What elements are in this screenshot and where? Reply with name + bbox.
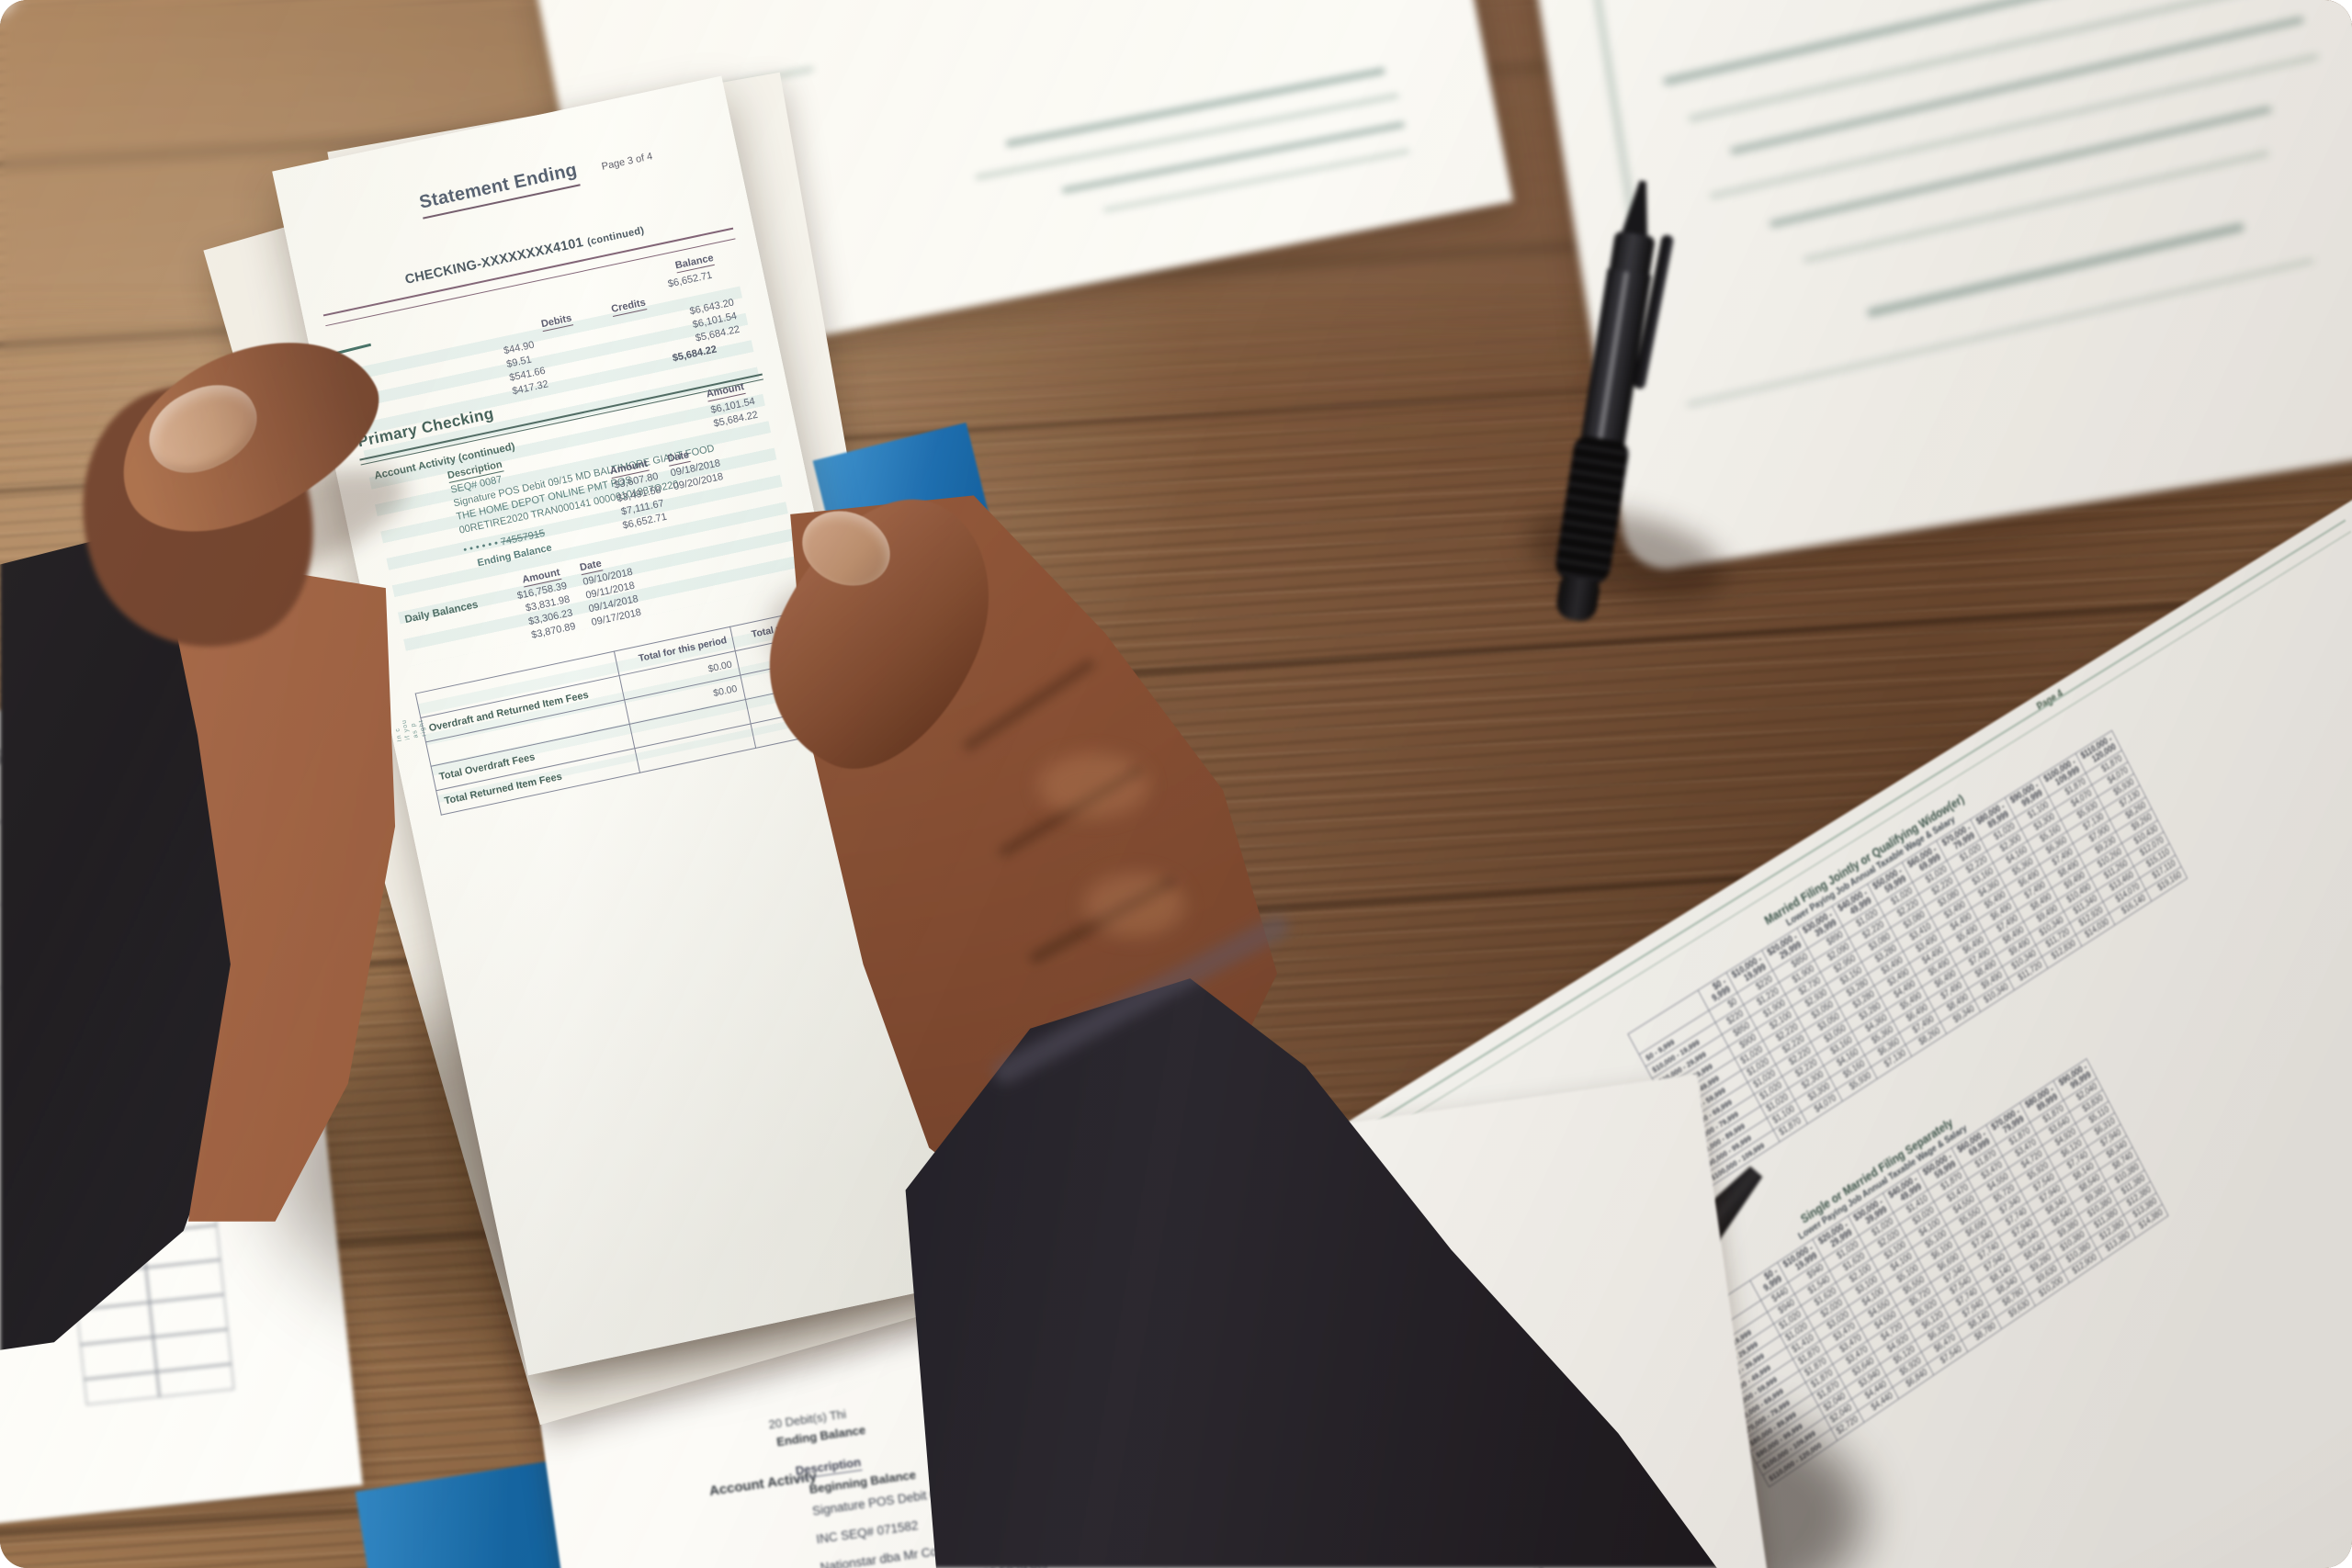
credit-amount: $653.25 bbox=[1325, 1524, 1373, 1545]
balance-sheet-title: Balance Sheet bbox=[0, 740, 50, 778]
pen-end bbox=[1554, 575, 1601, 624]
knuckle-highlight bbox=[1038, 753, 1148, 818]
document-rule bbox=[0, 880, 226, 915]
pen-grip bbox=[1553, 434, 1631, 589]
blurred-text-line bbox=[1709, 53, 2320, 199]
knuckle-highlight bbox=[1084, 873, 1185, 937]
balance-sheet-table bbox=[54, 1086, 235, 1405]
statement-title: Statement Ending bbox=[417, 159, 581, 220]
page-indicator: Page 3 of 4 bbox=[600, 151, 654, 173]
account-heading: CHECKING-XXXXXXXX4101 (continued) bbox=[316, 204, 732, 306]
blurred-text-line bbox=[1866, 222, 2245, 318]
document-rule bbox=[0, 962, 243, 997]
credits-header: Credits bbox=[1137, 1345, 1182, 1367]
continued-label: (continued) bbox=[586, 224, 646, 248]
balance-amounts: $18,747.99 $16,758.39 $16,715.40 $12,043.98… bbox=[1403, 1339, 1560, 1568]
blurred-text-line bbox=[1687, 0, 2316, 123]
document-rule bbox=[0, 796, 235, 833]
blurred-text-line bbox=[1803, 150, 2270, 264]
debits-header: Debits bbox=[1054, 1382, 1093, 1403]
blurred-text-line bbox=[1102, 148, 1411, 213]
starting-balance: $6,652.71 bbox=[666, 269, 714, 290]
